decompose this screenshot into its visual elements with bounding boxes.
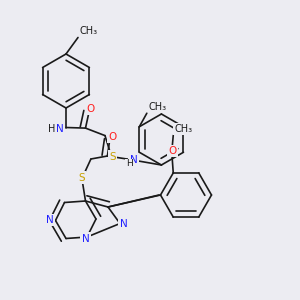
Text: O: O — [108, 132, 116, 142]
Text: O: O — [168, 146, 176, 156]
Text: S: S — [109, 152, 116, 162]
Text: CH₃: CH₃ — [148, 102, 166, 112]
Text: H: H — [126, 159, 133, 168]
Text: N: N — [46, 215, 54, 225]
Text: N: N — [56, 124, 63, 134]
Text: S: S — [78, 172, 85, 183]
Text: N: N — [120, 219, 128, 230]
Text: N: N — [130, 154, 137, 165]
Text: N: N — [82, 233, 89, 244]
Text: CH₃: CH₃ — [174, 124, 192, 134]
Text: H: H — [48, 124, 55, 134]
Text: CH₃: CH₃ — [80, 26, 98, 36]
Text: O: O — [86, 103, 95, 114]
